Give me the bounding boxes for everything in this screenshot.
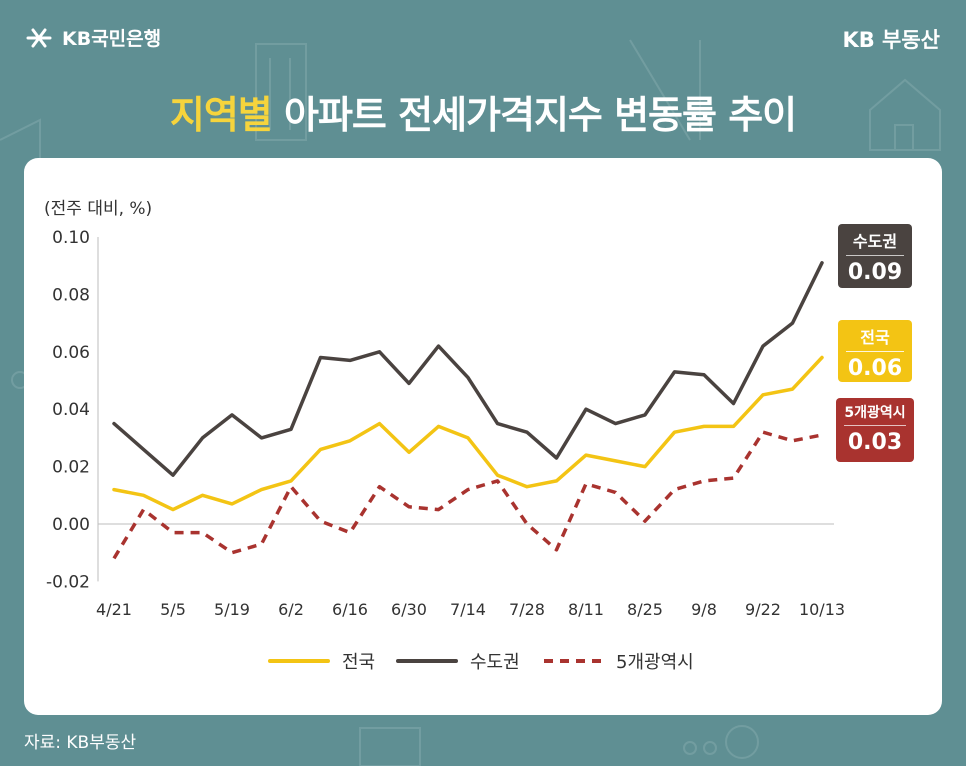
- y-axis-unit-label: (전주 대비, %): [44, 199, 153, 219]
- y-tick-label: 0.04: [52, 400, 90, 420]
- kb-real-estate-brand: KB 부동산: [842, 28, 940, 52]
- series-line-metro: [112, 430, 823, 560]
- building-icon: [255, 43, 307, 141]
- y-tick-label: 0.10: [52, 228, 90, 248]
- dollar-coin-icon: [725, 725, 759, 759]
- x-tick-label: 8/11: [568, 600, 604, 619]
- x-tick-label: 9/22: [745, 600, 781, 619]
- series-line-capital: [112, 261, 824, 477]
- legend-label: 수도권: [470, 652, 520, 673]
- x-tick-label: 8/25: [627, 600, 663, 619]
- end-label-capital-name: 수도권: [852, 232, 898, 251]
- end-label-national-value: 0.06: [847, 356, 903, 381]
- kb-bank-name: KB국민은행: [62, 28, 162, 50]
- x-tick-label: 6/2: [278, 600, 304, 619]
- end-label-metro-name: 5개광역시: [844, 405, 906, 421]
- end-label-capital: 수도권 0.09: [838, 224, 912, 288]
- title-rest: 아파트 전세가격지수 변동률 추이: [271, 93, 797, 137]
- x-tick-label: 4/21: [96, 600, 132, 619]
- x-tick-label: 5/5: [160, 600, 186, 619]
- y-tick-label: 0.02: [52, 458, 90, 478]
- x-tick-label: 10/13: [799, 600, 845, 619]
- x-tick-label: 7/28: [509, 600, 545, 619]
- line-chart: -0.02 0.00 0.02 0.04 0.06 0.08 0.10 4/21 5/5 5/19…: [46, 228, 845, 673]
- series-line-national: [112, 355, 824, 512]
- kb-bank-logo: KB국민은행: [24, 24, 161, 51]
- x-tick-label: 5/19: [214, 600, 250, 619]
- end-label-capital-value: 0.09: [847, 260, 903, 285]
- chart-card: [24, 158, 942, 715]
- end-label-metro: 5개광역시 0.03: [836, 398, 914, 462]
- title-highlight: 지역별: [169, 93, 273, 137]
- kb-star-icon: [26, 28, 52, 47]
- page-title: 지역별 아파트 전세가격지수 변동률 추이: [0, 84, 966, 139]
- y-tick-label: 0.00: [52, 515, 90, 535]
- x-tick-label: 6/16: [332, 600, 368, 619]
- source-note: 자료: KB부동산: [24, 733, 137, 753]
- y-tick-label: 0.06: [52, 343, 90, 363]
- legend-label: 전국: [342, 652, 375, 673]
- x-tick-label: 6/30: [391, 600, 427, 619]
- end-label-national: 전국 0.06: [838, 320, 912, 382]
- house-icon: [869, 78, 941, 151]
- end-label-metro-value: 0.03: [847, 430, 903, 455]
- ruler-icon: [629, 39, 691, 141]
- y-tick-label: 0.08: [52, 285, 90, 305]
- legend-label: 5개광역시: [616, 652, 694, 673]
- y-tick-label: -0.02: [46, 572, 90, 592]
- end-label-national-name: 전국: [860, 328, 890, 347]
- x-tick-label: 9/8: [691, 600, 717, 619]
- x-tick-label: 7/14: [450, 600, 486, 619]
